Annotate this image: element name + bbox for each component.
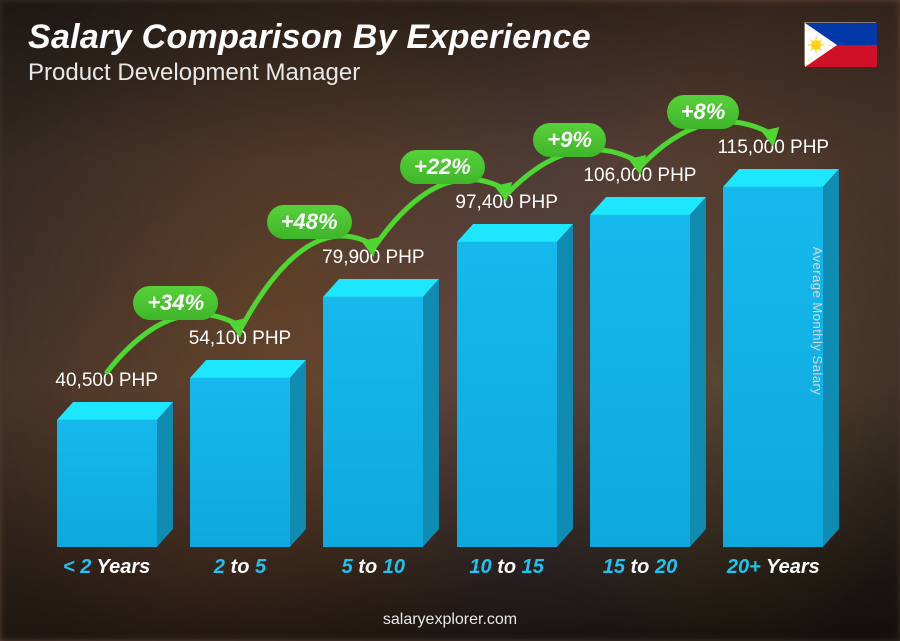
footer-attribution: salaryexplorer.com <box>0 611 900 629</box>
value-label: 40,500 PHP <box>37 370 177 392</box>
bar-side <box>690 197 706 547</box>
bar <box>590 215 690 547</box>
increase-badge: +34% <box>133 286 218 320</box>
bar-top <box>457 224 573 242</box>
bar-front <box>57 420 157 547</box>
bar-top <box>190 360 306 378</box>
bar-front <box>723 187 823 547</box>
flag-philippines <box>804 22 876 66</box>
bar-top <box>590 197 706 215</box>
value-label: 79,900 PHP <box>303 247 443 269</box>
bar <box>457 242 557 547</box>
category-label: < 2 Years <box>52 556 162 579</box>
bar-group: 40,500 PHP <box>52 420 162 547</box>
bar-top <box>723 169 839 187</box>
category-label: 5 to 10 <box>318 556 428 579</box>
increase-badge: +22% <box>400 150 485 184</box>
value-label: 115,000 PHP <box>703 137 843 159</box>
bar-group: 79,900 PHP <box>318 297 428 547</box>
salary-bar-chart: 40,500 PHP54,100 PHP79,900 PHP97,400 PHP… <box>40 107 840 577</box>
category-labels: < 2 Years 2 to 5 5 to 10 10 to 15 15 to 20 20… <box>40 556 840 579</box>
category-label: 15 to 20 <box>585 556 695 579</box>
bar-top <box>57 402 173 420</box>
bar-side <box>157 402 173 547</box>
bar-front <box>590 215 690 547</box>
page-title: Salary Comparison By Experience <box>28 18 591 57</box>
bar-side <box>423 279 439 547</box>
bar-front <box>323 297 423 547</box>
bar-group: 54,100 PHP <box>185 378 295 547</box>
bar-side <box>823 169 839 547</box>
header: Salary Comparison By Experience Product … <box>28 18 591 87</box>
page-subtitle: Product Development Manager <box>28 59 591 87</box>
value-label: 106,000 PHP <box>570 165 710 187</box>
value-label: 54,100 PHP <box>170 328 310 350</box>
bar-top <box>323 279 439 297</box>
bar <box>723 187 823 547</box>
category-label: 20+ Years <box>718 556 828 579</box>
bar-side <box>290 360 306 547</box>
bar-front <box>190 378 290 547</box>
category-label: 10 to 15 <box>452 556 562 579</box>
increase-badge: +9% <box>533 123 606 157</box>
increase-badge: +8% <box>667 95 740 129</box>
bar-side <box>557 224 573 547</box>
bar <box>57 420 157 547</box>
category-label: 2 to 5 <box>185 556 295 579</box>
bar <box>323 297 423 547</box>
bar-front <box>457 242 557 547</box>
increase-badge: +48% <box>267 205 352 239</box>
bar-group: 97,400 PHP <box>452 242 562 547</box>
bar <box>190 378 290 547</box>
value-label: 97,400 PHP <box>437 192 577 214</box>
y-axis-label: Average Monthly Salary <box>810 246 825 395</box>
bar-group: 106,000 PHP <box>585 215 695 547</box>
